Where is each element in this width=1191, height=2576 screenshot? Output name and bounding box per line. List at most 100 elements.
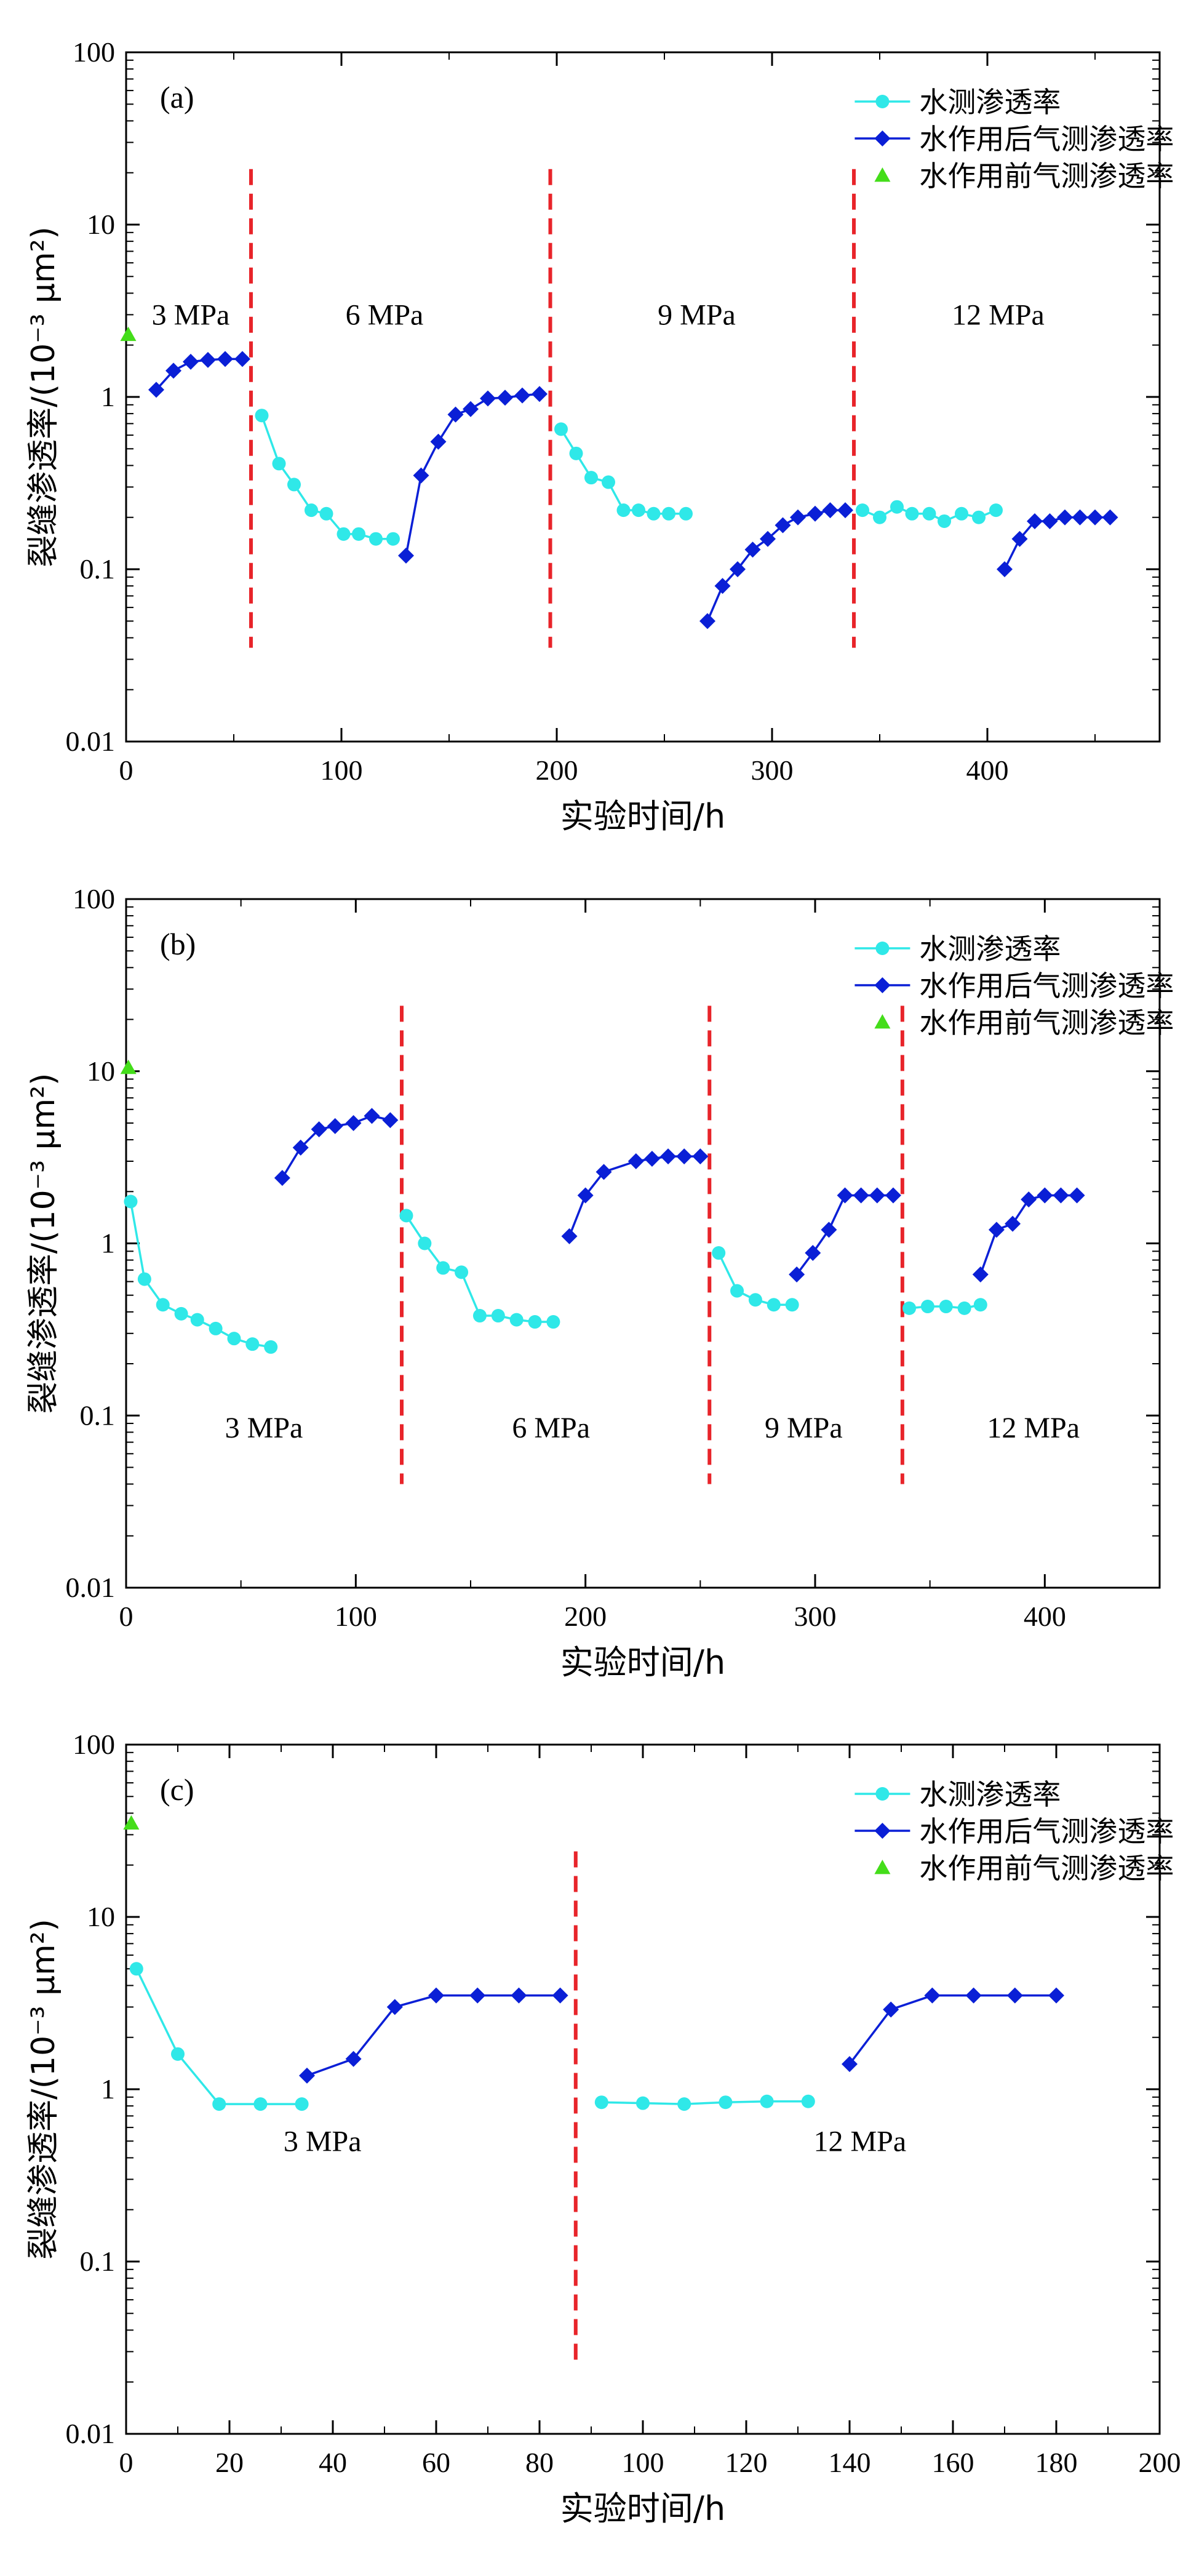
series-line xyxy=(155,358,242,391)
x-tick-label: 400 xyxy=(966,754,1009,786)
x-tick-label: 80 xyxy=(525,2447,554,2478)
legend-label: 水作用前气测渗透率 xyxy=(919,1006,1174,1039)
data-point xyxy=(255,409,269,423)
data-point xyxy=(837,1187,853,1204)
data-point xyxy=(264,1340,278,1354)
data-point xyxy=(662,506,675,521)
data-point xyxy=(692,1148,709,1165)
data-point xyxy=(552,1987,568,2004)
series-gas-after xyxy=(299,1987,1064,2084)
x-tick-label: 100 xyxy=(321,754,363,786)
data-point xyxy=(245,1337,260,1351)
series-line xyxy=(848,1994,1056,2065)
y-tick-label: 100 xyxy=(73,36,115,68)
data-point xyxy=(997,561,1013,577)
pressure-stage-label: 6 MPa xyxy=(512,1412,590,1444)
x-tick-label: 20 xyxy=(215,2447,244,2478)
data-point xyxy=(627,1153,644,1170)
y-tick-label: 0.01 xyxy=(66,2418,116,2449)
data-point xyxy=(924,1987,941,2004)
plot-frame xyxy=(125,51,1161,743)
y-tick-label: 100 xyxy=(73,883,115,914)
x-tick-label: 300 xyxy=(751,754,794,786)
data-point xyxy=(129,1962,143,1976)
data-point xyxy=(785,1298,799,1312)
data-point xyxy=(885,1187,901,1204)
y-tick-label: 0.1 xyxy=(80,2246,116,2277)
data-point xyxy=(957,1301,971,1315)
data-point xyxy=(1069,1187,1085,1204)
series-line xyxy=(135,1968,302,2105)
data-point xyxy=(509,1313,524,1327)
x-axis-title: 实验时间/h xyxy=(560,797,725,836)
legend-label: 水作用前气测渗透率 xyxy=(919,1852,1174,1885)
data-point xyxy=(714,578,731,594)
data-point xyxy=(1011,530,1028,547)
data-point xyxy=(922,506,936,521)
data-point xyxy=(137,1272,151,1286)
data-point xyxy=(760,2094,774,2108)
data-point xyxy=(760,530,776,547)
data-point xyxy=(299,2067,315,2084)
data-point xyxy=(386,532,400,546)
pressure-stage-label: 6 MPa xyxy=(346,298,424,331)
series-water xyxy=(124,1194,987,1354)
data-point xyxy=(775,517,791,534)
data-point xyxy=(1072,509,1088,526)
legend-marker xyxy=(874,1823,891,1839)
data-point xyxy=(227,1332,241,1346)
data-point xyxy=(212,2097,226,2111)
x-tick-label: 0 xyxy=(119,2447,133,2478)
data-point xyxy=(643,1151,660,1167)
data-point xyxy=(455,1265,469,1279)
data-point xyxy=(120,326,137,342)
series-gas-after xyxy=(148,351,1118,630)
pressure-stage-label: 3 MPa xyxy=(284,2125,362,2158)
legend-label: 水作用前气测渗透率 xyxy=(919,159,1174,193)
data-point xyxy=(822,502,838,519)
legend-label: 水测渗透率 xyxy=(919,86,1061,119)
data-point xyxy=(890,500,904,514)
series-line xyxy=(560,428,686,515)
data-point xyxy=(965,1987,982,2004)
legend-marker xyxy=(874,1860,891,1874)
pressure-stage-label: 12 MPa xyxy=(952,298,1045,331)
y-tick-label: 10 xyxy=(87,1055,115,1087)
data-point xyxy=(807,505,823,522)
x-tick-label: 0 xyxy=(119,754,133,786)
data-point xyxy=(1006,1987,1023,2004)
data-point xyxy=(873,510,886,524)
data-point xyxy=(123,1815,140,1830)
data-point xyxy=(1057,509,1073,526)
pressure-stage-label: 12 MPa xyxy=(987,1412,1080,1444)
legend-label: 水作用后气测渗透率 xyxy=(919,969,1174,1002)
data-point xyxy=(398,547,414,564)
data-point xyxy=(369,532,383,546)
pressure-stage-label: 12 MPa xyxy=(813,2125,906,2158)
data-point xyxy=(955,506,968,521)
y-tick-label: 100 xyxy=(73,1729,115,1760)
data-point xyxy=(939,1300,953,1314)
y-axis-title: 裂缝渗透率/(10⁻³ μm²) xyxy=(25,226,62,567)
data-point xyxy=(148,382,164,398)
y-tick-label: 0.01 xyxy=(66,1572,116,1603)
data-point xyxy=(1005,1215,1021,1232)
series-line xyxy=(601,2100,808,2105)
data-point xyxy=(883,2001,899,2018)
series-gas-before xyxy=(123,1815,140,1830)
legend-marker xyxy=(875,1787,890,1801)
data-point xyxy=(577,1187,594,1204)
series-line xyxy=(306,1994,560,2077)
data-point xyxy=(532,386,548,402)
data-point xyxy=(602,475,615,489)
data-point xyxy=(972,1266,989,1282)
data-point xyxy=(292,1139,309,1156)
legend-marker xyxy=(875,95,890,108)
data-point xyxy=(287,478,301,492)
data-point xyxy=(1042,513,1058,529)
legend-marker xyxy=(874,130,891,146)
x-tick-label: 100 xyxy=(335,1601,377,1632)
